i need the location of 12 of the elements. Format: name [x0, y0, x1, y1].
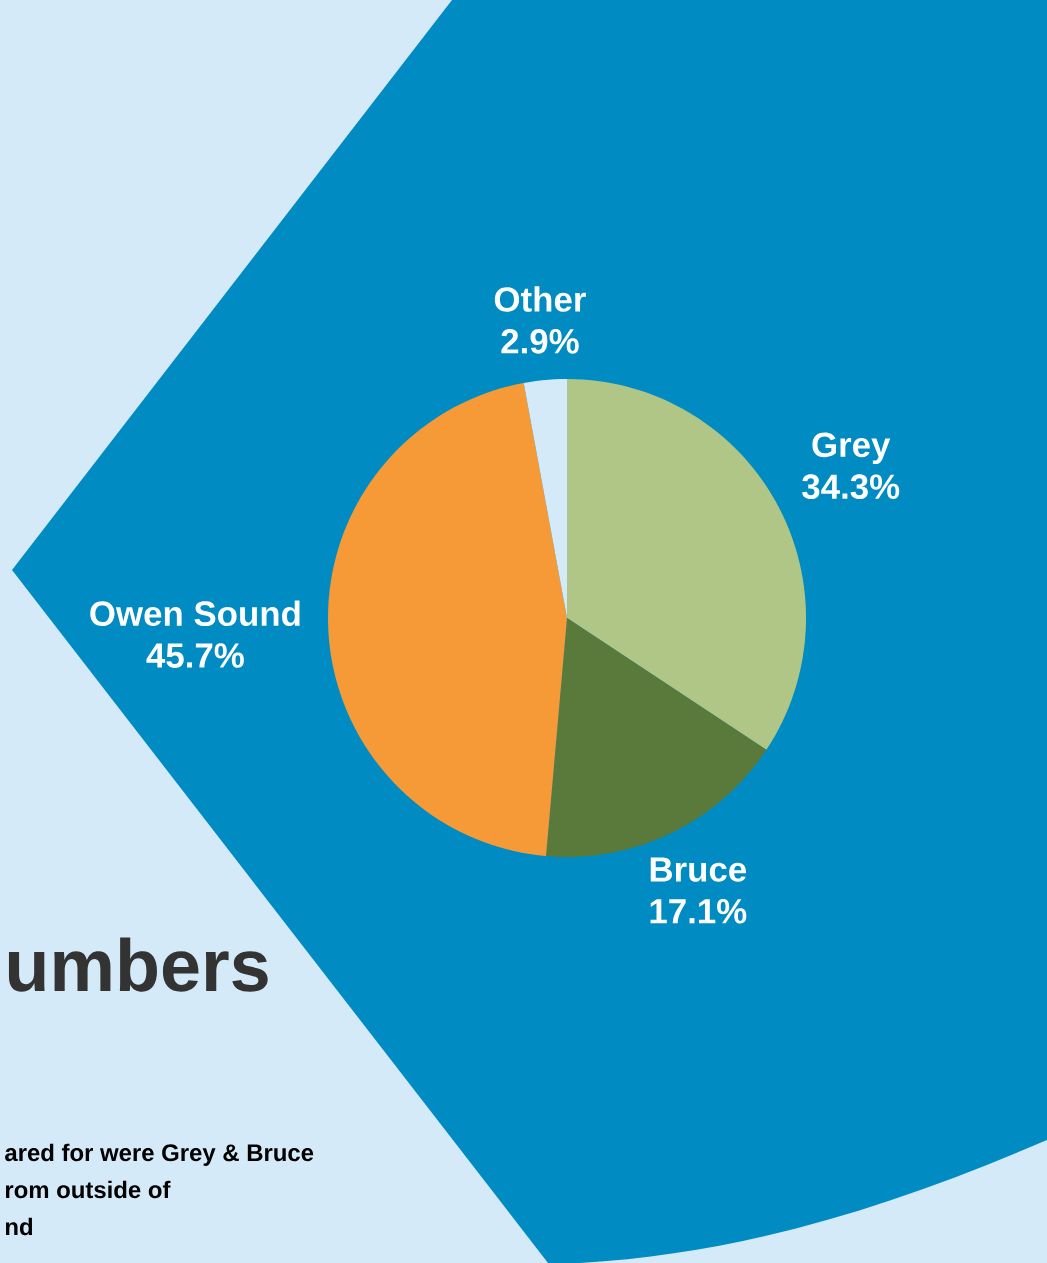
slice-label: Other: [494, 286, 586, 312]
text: nd: [5, 1217, 33, 1236]
data-label: 17.1%: [650, 899, 747, 924]
data-label: 45.7%: [146, 643, 244, 668]
slice-label: Grey: [812, 432, 891, 465]
slice-label: Bruce: [650, 857, 747, 882]
data-label: 2.9%: [501, 329, 579, 354]
text: rom outside of: [5, 1180, 171, 1199]
text: ared for were Grey & Bruce: [5, 1143, 314, 1166]
slice-label: Owen Sound: [90, 600, 300, 627]
data-label: 34.3%: [802, 474, 900, 500]
text: umbers: [8, 937, 268, 992]
